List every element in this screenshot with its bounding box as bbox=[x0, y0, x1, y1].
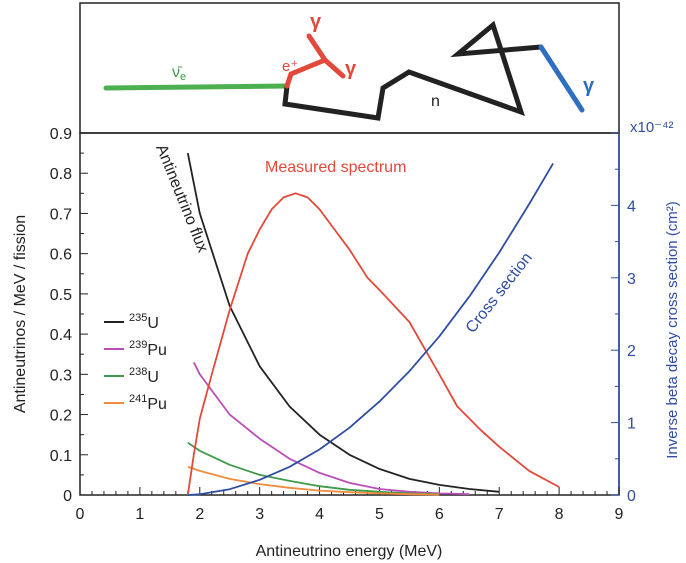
gamma-label-3: γ bbox=[583, 75, 595, 97]
x-tick-label: 5 bbox=[375, 506, 384, 523]
data-curves bbox=[188, 153, 559, 495]
neutron-track bbox=[285, 25, 541, 118]
y-tick-label: 0.3 bbox=[50, 367, 72, 384]
y-tick-label: 0.2 bbox=[50, 408, 72, 425]
y2-axis-ticks: 0 1 2 3 4 bbox=[611, 133, 636, 505]
y2-tick-label: 4 bbox=[627, 198, 636, 215]
y-tick-label: 0.9 bbox=[50, 126, 72, 143]
gamma-label-1: γ bbox=[310, 11, 322, 33]
y2-tick-label: 0 bbox=[627, 488, 636, 505]
x-tick-label: 7 bbox=[495, 506, 504, 523]
y2-axis-title: Inverse beta decay cross section (cm²) bbox=[664, 201, 681, 459]
flux-annotation: Antineutrino flux bbox=[152, 142, 211, 255]
y-tick-label: 0.1 bbox=[50, 448, 72, 465]
neutron-label: n bbox=[431, 93, 440, 110]
y-tick-label: 0 bbox=[63, 488, 72, 505]
y-tick-label: 0.7 bbox=[50, 206, 72, 223]
gamma-ray-2 bbox=[325, 60, 343, 76]
x-tick-label: 9 bbox=[615, 506, 624, 523]
y2-tick-label: 1 bbox=[627, 416, 636, 433]
y-tick-label: 0.5 bbox=[50, 287, 72, 304]
y2-axis-multiplier: x10⁻⁴² bbox=[630, 119, 674, 136]
x-tick-label: 1 bbox=[135, 506, 144, 523]
y2-tick-label: 3 bbox=[627, 271, 636, 288]
gamma-ray-3 bbox=[541, 47, 582, 110]
x-tick-label: 6 bbox=[435, 506, 444, 523]
y-tick-label: 0.4 bbox=[50, 327, 72, 344]
x-tick-label: 2 bbox=[195, 506, 204, 523]
y-tick-label: 0.6 bbox=[50, 247, 72, 264]
x-tick-label: 3 bbox=[255, 506, 264, 523]
legend-label: 238U bbox=[129, 366, 159, 386]
series-line-238u bbox=[188, 443, 439, 495]
y-axis-title: Antineutrinos / MeV / fission bbox=[12, 215, 29, 413]
legend-label: 241Pu bbox=[129, 393, 167, 413]
x-axis-title: Antineutrino energy (MeV) bbox=[256, 543, 443, 560]
x-tick-label: 8 bbox=[555, 506, 564, 523]
y-tick-label: 0.8 bbox=[50, 166, 72, 183]
gamma-label-2: γ bbox=[345, 58, 357, 80]
measured-annotation: Measured spectrum bbox=[265, 159, 406, 176]
cross-annotation: Cross section bbox=[463, 250, 536, 337]
legend-label: 239Pu bbox=[129, 339, 167, 359]
antineutrino-label: ν̄e bbox=[172, 64, 186, 83]
y2-tick-label: 2 bbox=[627, 343, 636, 360]
legend: 235U 239Pu 238U 241Pu bbox=[104, 312, 167, 413]
antineutrino-track bbox=[106, 86, 287, 88]
legend-label: 235U bbox=[129, 312, 159, 332]
y-axis-ticks: 0 0.1 0.2 0.3 0.4 0.5 0.6 0.7 0.8 0.9 bbox=[50, 126, 88, 505]
positron-label: e⁺ bbox=[282, 58, 298, 75]
series-line-239pu bbox=[194, 362, 470, 494]
reaction-inset: ν̄e e⁺ γ γ n γ bbox=[80, 3, 619, 133]
x-tick-label: 4 bbox=[315, 506, 324, 523]
x-tick-label: 0 bbox=[76, 506, 85, 523]
series-line-measured-spectrum bbox=[188, 193, 559, 495]
series-line-235u bbox=[188, 153, 499, 492]
gamma-ray-1 bbox=[309, 36, 325, 60]
